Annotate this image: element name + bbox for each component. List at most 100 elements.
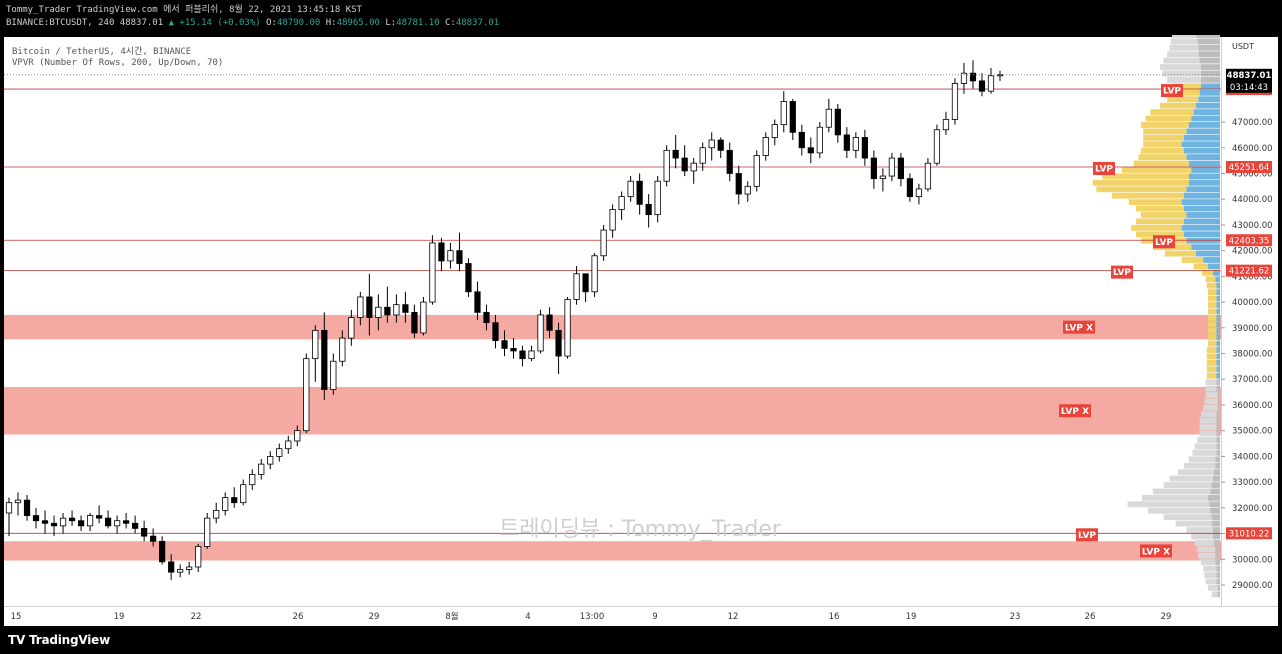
candle-body bbox=[41, 520, 49, 524]
price-tag-label: 41221.62 bbox=[1229, 267, 1270, 277]
y-tick-label: 32000.00 bbox=[1232, 504, 1273, 514]
lvp-label-box bbox=[1076, 528, 1098, 542]
candle-body bbox=[663, 149, 670, 182]
lvp-labels: LVP LVP LVP LVP LVP LVP X LVP X LVP X bbox=[1059, 84, 1183, 558]
candle-body bbox=[879, 175, 886, 180]
time-axis[interactable]: 15 19 22 26 29 8월 4 13:00 9 12 16 19 23 26 29 bbox=[11, 611, 1172, 622]
vp-bar-down bbox=[1197, 437, 1217, 443]
vp-bar-up bbox=[1216, 340, 1220, 347]
x-tick-label: 23 bbox=[1010, 612, 1021, 622]
candle-body bbox=[438, 242, 445, 262]
y-tick-label: 39000.00 bbox=[1232, 324, 1273, 334]
vp-bar-up bbox=[1214, 469, 1220, 476]
lvp-zone-label-box bbox=[1140, 544, 1172, 558]
candle-body bbox=[852, 137, 859, 151]
price-axis[interactable]: 29000.0030000.0031000.0032000.0033000.00… bbox=[1221, 118, 1273, 591]
candle-body bbox=[528, 350, 535, 360]
open-value: 48790.00 bbox=[276, 18, 321, 28]
candle-body bbox=[59, 517, 67, 527]
vp-bar-up bbox=[1216, 289, 1220, 296]
candle-body bbox=[915, 188, 923, 198]
candle-body bbox=[276, 448, 283, 457]
tv-logo-icon: 𝗧𝗩 bbox=[8, 633, 26, 647]
vp-bar-down bbox=[1143, 141, 1182, 148]
tradingview-logo[interactable]: 𝗧𝗩 TradingView bbox=[8, 633, 110, 647]
lvp-label: LVP bbox=[1113, 268, 1131, 278]
low-label: L: bbox=[385, 18, 397, 28]
vp-bar-down bbox=[1172, 35, 1196, 38]
candle-body bbox=[969, 72, 977, 82]
candle-body bbox=[807, 147, 814, 154]
candle-body bbox=[789, 101, 796, 133]
price-tag-box bbox=[1226, 264, 1272, 277]
vp-bar-up bbox=[1215, 462, 1220, 469]
candle-body bbox=[402, 304, 409, 313]
vp-bar-down bbox=[1136, 218, 1184, 225]
vp-bar-down bbox=[1162, 70, 1201, 77]
candle-body bbox=[537, 314, 544, 352]
vp-bar-up bbox=[1191, 244, 1220, 251]
candle-body bbox=[609, 209, 616, 231]
candle-body bbox=[834, 108, 841, 136]
candle-body bbox=[447, 250, 454, 262]
vp-bar-up bbox=[1191, 115, 1220, 122]
y-tick-label: 36000.00 bbox=[1232, 401, 1273, 411]
vp-bar-down bbox=[1140, 122, 1189, 128]
vp-bar-down bbox=[1096, 186, 1187, 193]
vp-bar-up bbox=[1216, 443, 1220, 450]
candle-body bbox=[231, 497, 238, 504]
vp-bar-up bbox=[1186, 237, 1220, 244]
current-price-label: 48837.01 bbox=[1227, 71, 1272, 81]
vp-bar-down bbox=[1205, 379, 1217, 386]
vp-bar-down bbox=[1208, 295, 1217, 302]
lvp-zone bbox=[4, 541, 1221, 561]
candle-body bbox=[870, 157, 877, 180]
vp-bar-down bbox=[1206, 359, 1217, 366]
candle-body bbox=[825, 108, 832, 128]
price-chart[interactable]: LVP LVP LVP LVP LVP LVP X LVP X LVP X 29000.00 3… bbox=[0, 35, 1282, 626]
vp-bar-up bbox=[1193, 109, 1220, 116]
vp-bar-down bbox=[1160, 102, 1196, 109]
candle-body bbox=[699, 147, 706, 164]
vp-bar-down bbox=[1173, 89, 1200, 96]
vp-bar-up bbox=[1191, 167, 1220, 173]
chart-title: Bitcoin / TetherUS, 4시간, BINANCE bbox=[12, 47, 192, 57]
price-tag-label: 42403.35 bbox=[1229, 236, 1270, 246]
candle-body bbox=[393, 304, 400, 316]
candle-body bbox=[5, 502, 13, 514]
vp-bar-down bbox=[1208, 321, 1217, 328]
candle-body bbox=[681, 157, 688, 172]
candle-body bbox=[816, 126, 823, 154]
vp-bar-down bbox=[1172, 83, 1201, 90]
vp-bar-up bbox=[1212, 269, 1220, 276]
vp-bar-up bbox=[1217, 398, 1220, 405]
y-tick-label: 33000.00 bbox=[1232, 478, 1273, 488]
x-tick-label: 26 bbox=[1085, 612, 1096, 622]
candle-body bbox=[420, 301, 427, 334]
current-price-tag-box bbox=[1226, 68, 1272, 93]
indicator-label[interactable]: VPVR (Number Of Rows, 200, Up/Down, 70) bbox=[12, 58, 224, 68]
candle-body bbox=[897, 157, 905, 180]
candle-body bbox=[978, 80, 986, 92]
open-label: O: bbox=[266, 18, 277, 28]
high-value: 48965.00 bbox=[336, 18, 380, 28]
vp-bar-down bbox=[1199, 424, 1217, 431]
close-value: 48837.01 bbox=[455, 18, 500, 28]
vp-bar-down bbox=[1205, 578, 1217, 585]
candle-body bbox=[474, 291, 481, 313]
vp-bar-down bbox=[1140, 147, 1184, 154]
vp-bar-down bbox=[1163, 514, 1212, 521]
vp-bar-up bbox=[1200, 77, 1220, 83]
vp-bar-down bbox=[1208, 327, 1217, 334]
lvp-label-box bbox=[1111, 265, 1133, 279]
vp-bar-down bbox=[1167, 96, 1199, 103]
vp-bar-down bbox=[1206, 347, 1217, 353]
vp-bar-up bbox=[1211, 520, 1220, 527]
vp-bar-up bbox=[1188, 122, 1220, 128]
candle-body bbox=[600, 229, 607, 257]
candle-body bbox=[150, 535, 157, 542]
y-tick-label: 34000.00 bbox=[1232, 452, 1273, 462]
vp-bar-down bbox=[1199, 417, 1217, 424]
vp-bar-up bbox=[1184, 147, 1220, 154]
vp-bar-up bbox=[1208, 494, 1220, 501]
